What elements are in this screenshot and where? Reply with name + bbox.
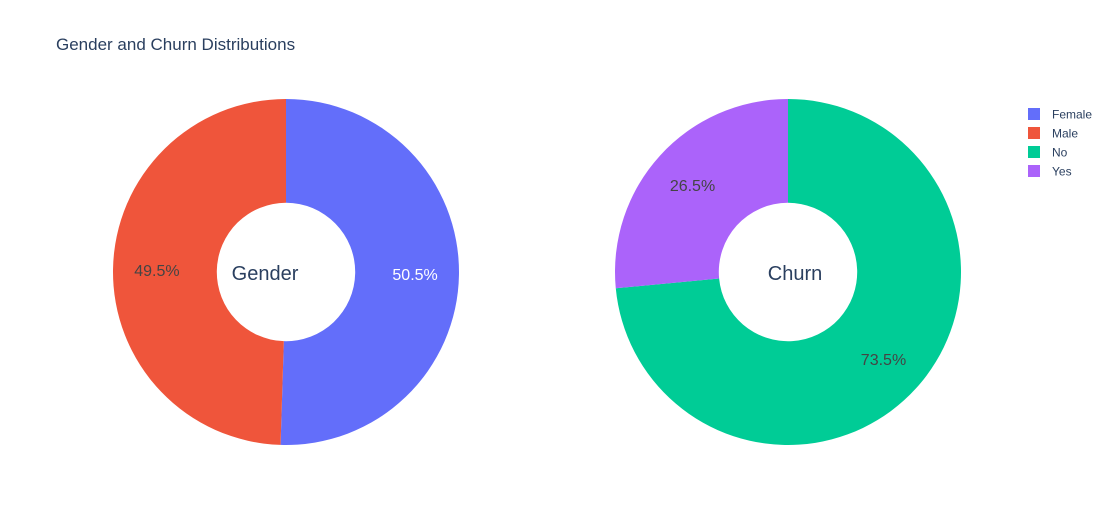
- slice-yes[interactable]: [615, 99, 788, 289]
- slice-label-female: 50.5%: [392, 267, 437, 284]
- churn-donut: 73.5% 26.5% Churn: [615, 99, 962, 445]
- legend-item-male[interactable]: Male: [1028, 127, 1078, 141]
- slice-label-male: 49.5%: [134, 263, 179, 280]
- center-label-churn: Churn: [768, 263, 822, 285]
- slice-no[interactable]: [615, 99, 962, 445]
- legend: Female Male No Yes: [1028, 108, 1092, 179]
- legend-item-yes[interactable]: Yes: [1028, 165, 1072, 179]
- slice-label-yes: 26.5%: [670, 178, 715, 195]
- legend-item-no[interactable]: No: [1028, 146, 1068, 160]
- legend-item-female[interactable]: Female: [1028, 108, 1092, 122]
- legend-swatch-yes: [1028, 165, 1040, 177]
- slice-male[interactable]: [112, 99, 286, 445]
- slice-label-no: 73.5%: [861, 352, 906, 369]
- legend-swatch-no: [1028, 146, 1040, 158]
- legend-swatch-male: [1028, 127, 1040, 139]
- center-label-gender: Gender: [232, 263, 299, 285]
- chart-title: Gender and Churn Distributions: [56, 35, 295, 54]
- legend-label-no: No: [1052, 146, 1068, 160]
- legend-label-yes: Yes: [1052, 165, 1072, 179]
- legend-swatch-female: [1028, 108, 1040, 120]
- slice-female[interactable]: [280, 99, 459, 445]
- legend-label-female: Female: [1052, 108, 1092, 122]
- legend-label-male: Male: [1052, 127, 1078, 141]
- gender-donut: 50.5% 49.5% Gender: [112, 99, 459, 445]
